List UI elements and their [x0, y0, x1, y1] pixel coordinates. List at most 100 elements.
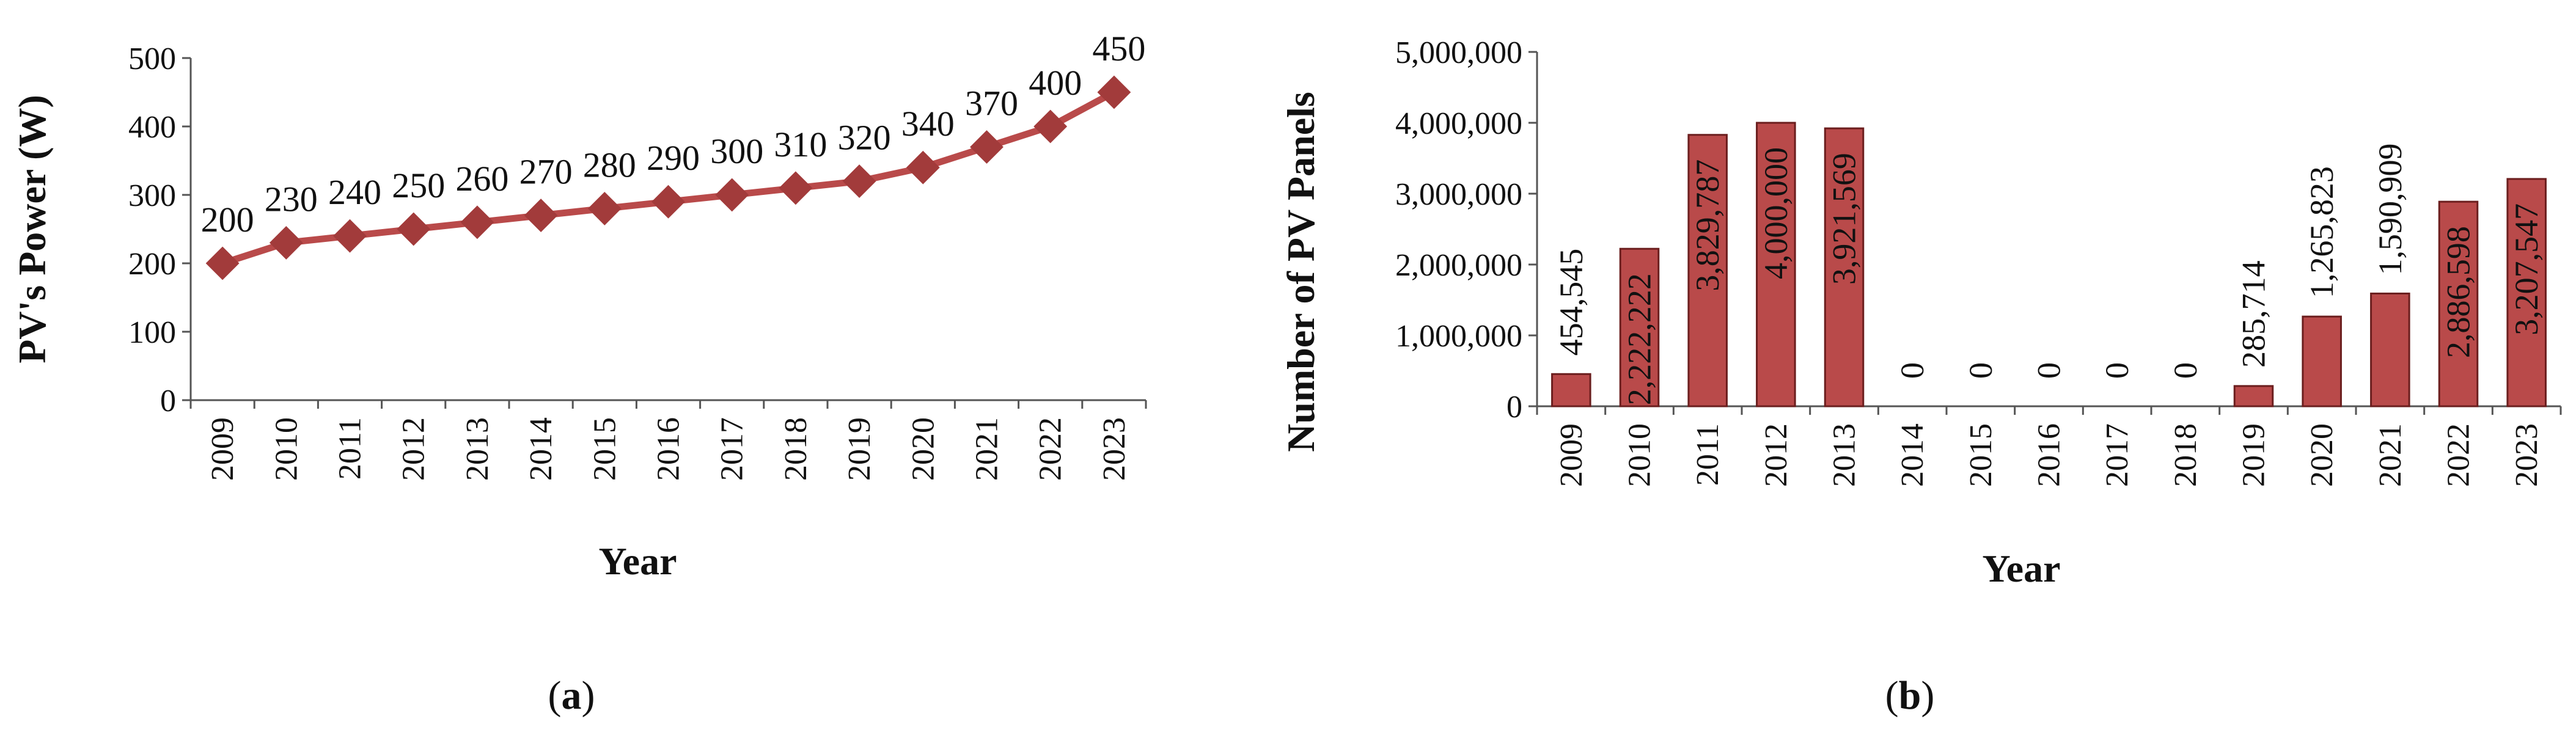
data-label-a: 370 [965, 84, 1018, 123]
data-point [906, 150, 940, 184]
data-point [842, 164, 876, 199]
x-tick-label-b: 2013 [1827, 423, 1862, 487]
data-label-a: 320 [838, 118, 891, 158]
data-label-a: 250 [392, 166, 445, 205]
data-label-a: 270 [519, 152, 573, 192]
data-point [1033, 109, 1068, 144]
bar [2438, 200, 2479, 407]
x-tick-label-a: 2015 [587, 417, 622, 481]
chart-a: 0 100 200 300 400 500 2009 2010 2011 2012 2013 2014… [10, 29, 1147, 718]
data-point [779, 171, 813, 205]
x-tick-label-b: 2011 [1690, 423, 1725, 486]
y-tick-label-a: 300 [128, 178, 176, 213]
data-label-b: 0 [2099, 362, 2135, 379]
x-tick-label-a: 2016 [651, 417, 686, 481]
x-tick-label-b: 2016 [2032, 423, 2067, 487]
x-tick-label-a: 2017 [715, 417, 750, 481]
x-tick-label-b: 2012 [1759, 423, 1794, 487]
x-axis-title-a: Year [599, 539, 677, 583]
y-tick-label-a: 400 [128, 110, 176, 145]
bar [1756, 122, 1796, 407]
bar [2302, 315, 2342, 407]
y-tick-label-a: 0 [160, 384, 176, 418]
bar [1619, 247, 1660, 407]
x-axis-title-b: Year [1983, 547, 2061, 590]
caption-a: (a) [548, 673, 595, 718]
x-tick-label-a: 2019 [842, 417, 877, 481]
data-label-b: 0 [2167, 362, 2204, 379]
x-tick-label-b: 2018 [2168, 423, 2203, 487]
x-tick-label-b: 2023 [2509, 423, 2544, 487]
x-tick-label-b: 2019 [2237, 423, 2272, 487]
x-tick-label-b: 2010 [1623, 423, 1657, 487]
y-tick-label-b: 1,000,000 [1395, 319, 1522, 354]
bar [2233, 385, 2274, 407]
data-label-a: 200 [201, 200, 254, 239]
data-label-a: 280 [583, 145, 636, 184]
x-tick-label-a: 2010 [269, 417, 304, 481]
bar [1551, 373, 1591, 407]
data-label-b: 2,222,222 [1621, 273, 1658, 405]
x-tick-label-b: 2015 [1964, 423, 1998, 487]
data-label-b: 285,714 [2236, 260, 2272, 368]
x-tick-label-a: 2023 [1097, 417, 1132, 481]
chart-b: 0 1,000,000 2,000,000 3,000,000 4,000,000 5,0… [1279, 35, 2562, 718]
data-label-a: 300 [710, 131, 763, 171]
data-point [1097, 75, 1131, 109]
x-tick-label-b: 2017 [2100, 423, 2135, 487]
data-label-b: 3,207,547 [2508, 203, 2545, 335]
x-tick-label-a: 2020 [906, 417, 941, 481]
data-point [269, 225, 303, 260]
x-tick-label-b: 2021 [2373, 423, 2408, 487]
data-label-a: 310 [774, 125, 827, 164]
y-tick-label-b: 3,000,000 [1395, 177, 1522, 212]
y-tick-label-b: 5,000,000 [1395, 35, 1522, 70]
data-point [397, 212, 431, 246]
data-label-b: 0 [1894, 362, 1931, 379]
y-tick-label-a: 500 [128, 42, 176, 76]
bar [2506, 178, 2547, 407]
x-tick-label-a: 2018 [779, 417, 813, 481]
y-axis-title-b: Number of PV Panels [1279, 92, 1323, 452]
data-label-b: 3,921,569 [1826, 153, 1863, 285]
x-tick-label-a: 2013 [460, 417, 495, 481]
data-label-a: 450 [1092, 29, 1145, 68]
data-point [205, 246, 240, 280]
y-tick-label-a: 100 [128, 315, 176, 350]
data-label-b: 0 [2031, 362, 2068, 379]
x-tick-label-b: 2009 [1554, 423, 1589, 487]
data-label-a: 340 [901, 104, 955, 144]
y-tick-label-b: 4,000,000 [1395, 106, 1522, 141]
y-axis-title-a: PV's Power (W) [10, 95, 54, 364]
y-tick-label-b: 2,000,000 [1395, 248, 1522, 283]
data-label-a: 260 [455, 159, 508, 199]
y-tick-label-b: 0 [1506, 390, 1522, 425]
data-label-b: 0 [1962, 362, 1999, 379]
x-tick-label-b: 2022 [2442, 423, 2476, 487]
data-point [587, 191, 622, 225]
data-label-b: 3,829,787 [1689, 159, 1726, 291]
data-point [970, 130, 1004, 164]
data-label-b: 1,590,909 [2372, 143, 2409, 275]
data-label-b: 2,886,598 [2440, 226, 2477, 358]
caption-b: (b) [1885, 673, 1935, 718]
data-label-b: 454,545 [1553, 249, 1590, 356]
data-point [333, 219, 367, 253]
bar [1824, 127, 1865, 407]
data-point [651, 184, 685, 219]
x-tick-label-b: 2020 [2305, 423, 2339, 487]
x-tick-label-a: 2009 [205, 417, 240, 481]
bar [1687, 134, 1728, 407]
x-tick-label-a: 2022 [1033, 417, 1068, 481]
x-tick-label-b: 2014 [1895, 423, 1930, 487]
y-tick-label-a: 200 [128, 247, 176, 282]
data-label-b: 4,000,000 [1758, 147, 1794, 279]
data-label-a: 240 [328, 172, 381, 212]
bar [2370, 292, 2410, 407]
data-point [715, 178, 749, 212]
data-label-a: 230 [265, 179, 318, 219]
x-tick-label-a: 2011 [333, 417, 368, 480]
data-label-a: 290 [647, 138, 700, 178]
